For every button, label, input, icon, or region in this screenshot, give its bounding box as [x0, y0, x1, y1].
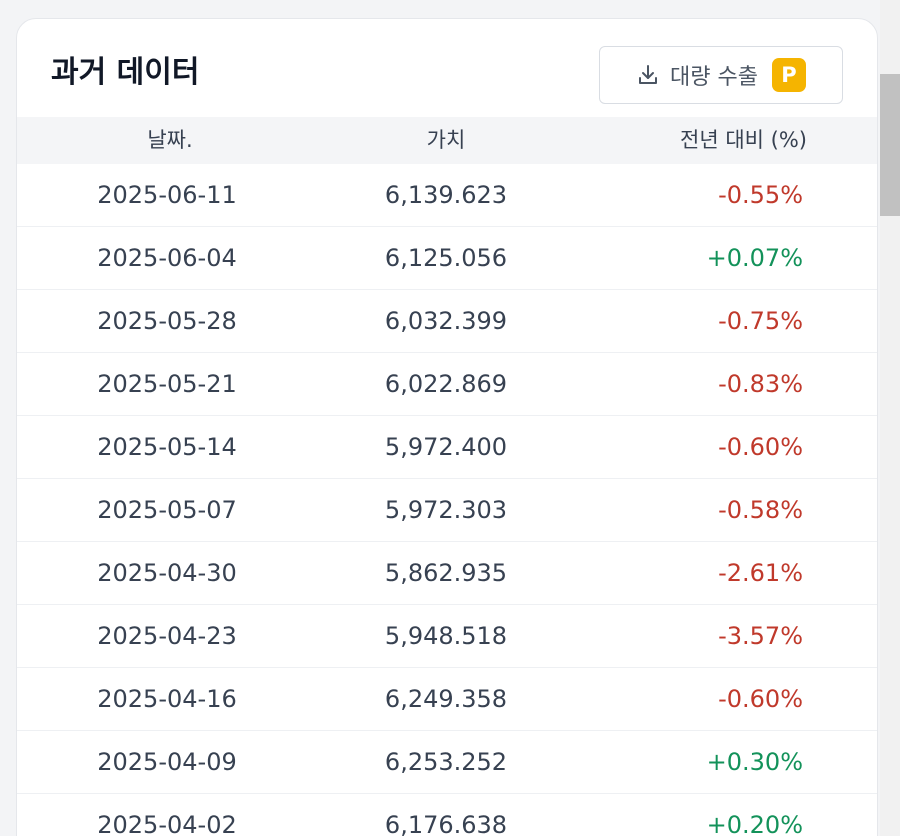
cell-value: 5,972.303 [384, 496, 508, 524]
table-row: 2025-04-02 6,176.638 +0.20% [17, 794, 877, 836]
table-row: 2025-06-04 6,125.056 +0.07% [17, 227, 877, 290]
cell-yoy-change: -0.60% [718, 685, 803, 713]
cell-yoy-change: -0.60% [718, 433, 803, 461]
cell-yoy-change: -0.75% [718, 307, 803, 335]
cell-value: 5,862.935 [384, 559, 508, 587]
cell-date: 2025-06-11 [97, 181, 237, 209]
cell-value: 5,948.518 [384, 622, 508, 650]
table-row: 2025-05-28 6,032.399 -0.75% [17, 290, 877, 353]
cell-date: 2025-06-04 [97, 244, 237, 272]
cell-date: 2025-04-30 [97, 559, 237, 587]
cell-yoy-change: +0.20% [706, 811, 803, 836]
table-row: 2025-04-23 5,948.518 -3.57% [17, 605, 877, 668]
cell-value: 5,972.400 [384, 433, 508, 461]
cell-date: 2025-05-21 [97, 370, 237, 398]
cell-value: 6,022.869 [384, 370, 508, 398]
column-header-value[interactable]: 가치 [426, 128, 466, 152]
scrollbar-thumb[interactable] [880, 74, 900, 216]
bulk-export-label: 대량 수출 [670, 65, 758, 90]
cell-date: 2025-05-07 [97, 496, 237, 524]
cell-date: 2025-04-09 [97, 748, 237, 776]
cell-date: 2025-05-14 [97, 433, 237, 461]
cell-value: 6,249.358 [384, 685, 508, 713]
cell-value: 6,176.638 [384, 811, 508, 836]
table-row: 2025-06-11 6,139.623 -0.55% [17, 164, 877, 227]
card-header: 과거 데이터 대량 수출 P [17, 19, 877, 117]
cell-yoy-change: +0.07% [706, 244, 803, 272]
column-header-yoy-change[interactable]: 전년 대비 (%) [680, 128, 807, 152]
cell-date: 2025-04-23 [97, 622, 237, 650]
download-icon [636, 63, 660, 87]
column-header-date[interactable]: 날짜. [147, 128, 193, 152]
cell-value: 6,139.623 [384, 181, 508, 209]
cell-date: 2025-05-28 [97, 307, 237, 335]
table-row: 2025-05-21 6,022.869 -0.83% [17, 353, 877, 416]
cell-date: 2025-04-16 [97, 685, 237, 713]
table-row: 2025-04-09 6,253.252 +0.30% [17, 731, 877, 794]
cell-value: 6,032.399 [384, 307, 508, 335]
table-body: 2025-06-11 6,139.623 -0.55% 2025-06-04 6,125… [17, 164, 877, 836]
historical-data-card: 과거 데이터 대량 수출 P 날짜. 가치 전년 대비 (%) 2025-06-… [16, 18, 878, 836]
table-row: 2025-05-14 5,972.400 -0.60% [17, 416, 877, 479]
table-header: 날짜. 가치 전년 대비 (%) [17, 117, 877, 164]
cell-value: 6,125.056 [384, 244, 508, 272]
cell-yoy-change: -0.83% [718, 370, 803, 398]
table-row: 2025-05-07 5,972.303 -0.58% [17, 479, 877, 542]
cell-yoy-change: -0.58% [718, 496, 803, 524]
cell-yoy-change: -0.55% [718, 181, 803, 209]
bulk-export-button[interactable]: 대량 수출 P [599, 46, 843, 104]
table-row: 2025-04-16 6,249.358 -0.60% [17, 668, 877, 731]
pro-badge: P [771, 58, 806, 92]
card-title: 과거 데이터 [51, 55, 200, 90]
cell-yoy-change: -2.61% [718, 559, 803, 587]
table-row: 2025-04-30 5,862.935 -2.61% [17, 542, 877, 605]
cell-yoy-change: +0.30% [706, 748, 803, 776]
cell-value: 6,253.252 [384, 748, 508, 776]
cell-date: 2025-04-02 [97, 811, 237, 836]
cell-yoy-change: -3.57% [718, 622, 803, 650]
